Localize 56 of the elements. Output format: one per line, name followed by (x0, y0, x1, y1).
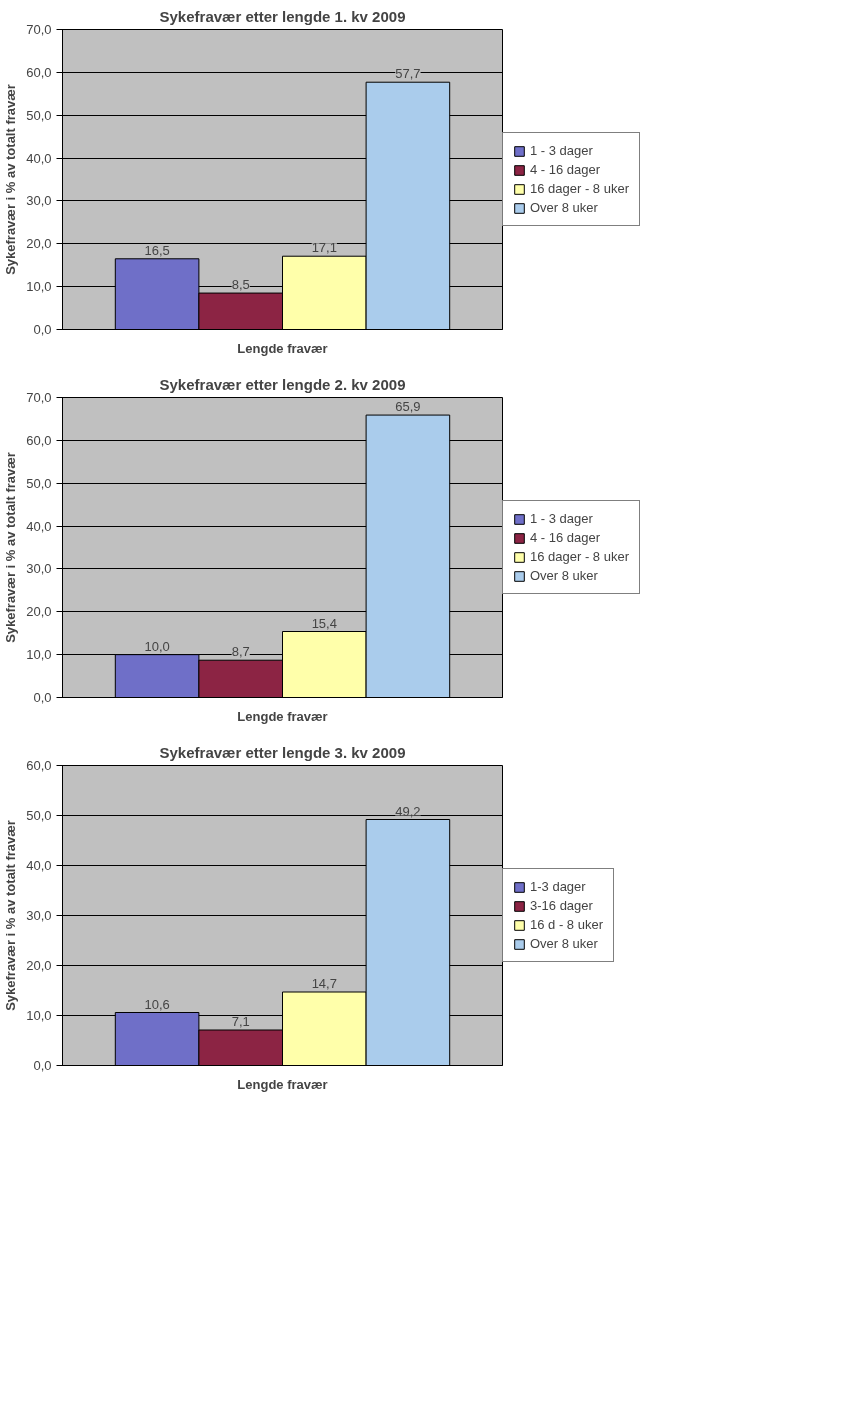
legend-label: 16 d - 8 uker (530, 917, 603, 932)
y-tick-label: 70,0 (26, 390, 52, 405)
y-axis-title: Sykefravær i % av totalt fravær (3, 84, 19, 275)
legend-label: 16 dager - 8 uker (530, 181, 630, 196)
y-tick-label: 10,0 (26, 279, 52, 295)
y-tick-label: 60,0 (26, 64, 52, 80)
y-tick-label: 50,0 (26, 808, 52, 823)
data-label: 10,0 (144, 638, 170, 654)
chart-title: Sykefravær etter lengde 3. kv 2009 (159, 743, 406, 761)
y-axis-title: Sykefravær i % av totalt fravær (3, 452, 19, 643)
y-tick-label: 30,0 (26, 908, 52, 923)
y-tick-label: 60,0 (26, 432, 52, 448)
y-tick-label: 70,0 (26, 22, 52, 37)
data-label: 49,2 (395, 803, 421, 819)
data-label: 57,7 (395, 66, 421, 82)
y-tick-label: 0,0 (33, 1058, 52, 1073)
x-axis-title: Lengde fravær (237, 340, 328, 356)
data-label: 8,5 (231, 277, 250, 293)
y-tick-label: 20,0 (26, 236, 52, 252)
data-label: 14,7 (311, 976, 337, 991)
y-tick-label: 10,0 (26, 647, 52, 663)
legend-label: Over 8 uker (530, 936, 598, 951)
y-tick-label: 0,0 (33, 322, 52, 337)
y-tick-label: 20,0 (26, 958, 52, 973)
chart-title: Sykefravær etter lengde 2. kv 2009 (159, 375, 406, 393)
data-label: 8,7 (231, 644, 250, 660)
y-tick-label: 60,0 (26, 758, 52, 773)
y-tick-label: 30,0 (26, 193, 52, 209)
legend-label: 3-16 dager (530, 898, 593, 913)
legend-label: Over 8 uker (530, 568, 598, 583)
x-axis-title: Lengde fravær (237, 1076, 328, 1092)
y-tick-label: 0,0 (33, 690, 52, 705)
legend-label: Over 8 uker (530, 200, 598, 215)
data-label: 7,1 (231, 1014, 250, 1029)
data-label: 65,9 (395, 399, 421, 415)
y-tick-label: 30,0 (26, 561, 52, 577)
legend-label: 1 - 3 dager (530, 511, 593, 526)
chart-title: Sykefravær etter lengde 1. kv 2009 (159, 7, 406, 25)
data-label: 16,5 (144, 242, 170, 258)
y-tick-label: 50,0 (26, 107, 52, 123)
legend-label: 1 - 3 dager (530, 143, 593, 158)
data-label: 15,4 (311, 615, 337, 631)
data-label: 10,6 (144, 996, 170, 1012)
legend-label: 1-3 dager (530, 879, 586, 894)
y-axis-title: Sykefravær i % av totalt fravær (3, 820, 19, 1011)
y-tick-label: 40,0 (26, 150, 52, 166)
legend-label: 16 dager - 8 uker (530, 549, 630, 564)
y-tick-label: 40,0 (26, 858, 52, 873)
y-tick-label: 20,0 (26, 604, 52, 620)
y-tick-label: 40,0 (26, 518, 52, 534)
legend-label: 4 - 16 dager (530, 162, 601, 177)
legend-label: 4 - 16 dager (530, 530, 601, 545)
x-axis-title: Lengde fravær (237, 708, 328, 724)
data-label: 17,1 (311, 240, 337, 256)
y-tick-label: 10,0 (26, 1008, 52, 1023)
y-tick-label: 50,0 (26, 475, 52, 491)
